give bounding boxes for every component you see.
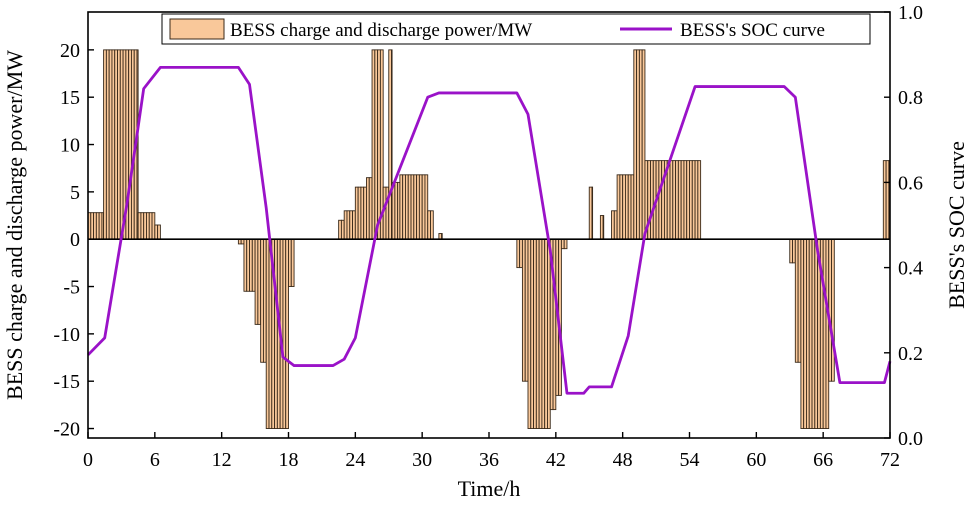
y-right-tick-label: 0.4 bbox=[898, 258, 923, 280]
y-left-tick-label: -15 bbox=[53, 371, 80, 393]
power-bar bbox=[290, 238, 295, 287]
y-left-tick-label: -20 bbox=[53, 419, 80, 441]
y-left-tick-label: 20 bbox=[60, 40, 80, 62]
y-right-tick-label: 0.0 bbox=[898, 428, 923, 450]
x-tick-label: 48 bbox=[613, 449, 633, 471]
y-right-tick-label: 1.0 bbox=[898, 2, 923, 24]
legend-bar-label: BESS charge and discharge power/MW bbox=[230, 20, 532, 41]
ticks-layer: 0 6 12 18 24 30 36 42 48 54 60 66 72 -20 -15 -10 -5 0 5 10 1… bbox=[53, 2, 923, 471]
x-tick-label: 72 bbox=[880, 449, 900, 471]
y-left-tick-label: 10 bbox=[60, 135, 80, 157]
x-tick-label: 18 bbox=[279, 449, 299, 471]
x-tick-label: 36 bbox=[479, 449, 499, 471]
x-tick-label: 66 bbox=[813, 449, 833, 471]
x-tick-label: 6 bbox=[150, 449, 160, 471]
power-bar bbox=[430, 210, 434, 240]
x-tick-label: 30 bbox=[412, 449, 432, 471]
x-tick-label: 0 bbox=[83, 449, 93, 471]
power-bar bbox=[602, 215, 605, 240]
y-right-axis-title: BESS's SOC curve bbox=[944, 141, 969, 309]
x-tick-label: 12 bbox=[212, 449, 232, 471]
x-tick-label: 54 bbox=[680, 449, 700, 471]
power-bar bbox=[563, 238, 568, 250]
y-right-tick-label: 0.6 bbox=[898, 172, 923, 194]
y-left-tick-label: -5 bbox=[63, 277, 80, 299]
soc-line bbox=[87, 65, 892, 395]
y-left-axis-title: BESS charge and discharge power/MW bbox=[2, 50, 27, 400]
x-tick-label: 42 bbox=[546, 449, 566, 471]
y-left-tick-label: 15 bbox=[60, 87, 80, 109]
legend-bar-swatch bbox=[169, 18, 225, 40]
power-bar bbox=[441, 233, 443, 240]
legend: BESS charge and discharge power/MW BESS'… bbox=[161, 13, 871, 45]
power-bar bbox=[157, 224, 161, 240]
y-right-tick-label: 0.2 bbox=[898, 343, 923, 365]
y-left-tick-label: -10 bbox=[53, 324, 80, 346]
legend-line-label: BESS's SOC curve bbox=[680, 20, 825, 41]
y-left-tick-label: 5 bbox=[70, 182, 80, 204]
power-bar bbox=[591, 186, 594, 240]
power-bar bbox=[697, 160, 702, 240]
y-right-tick-label: 0.8 bbox=[898, 87, 923, 109]
x-tick-label: 60 bbox=[746, 449, 766, 471]
legend-box bbox=[161, 13, 871, 45]
power-bar bbox=[136, 49, 139, 240]
y-left-tick-label: 0 bbox=[70, 229, 80, 251]
power-bar bbox=[831, 238, 835, 382]
x-tick-label: 24 bbox=[345, 449, 365, 471]
plot-background bbox=[88, 12, 890, 438]
x-axis-title: Time/h bbox=[458, 476, 521, 500]
